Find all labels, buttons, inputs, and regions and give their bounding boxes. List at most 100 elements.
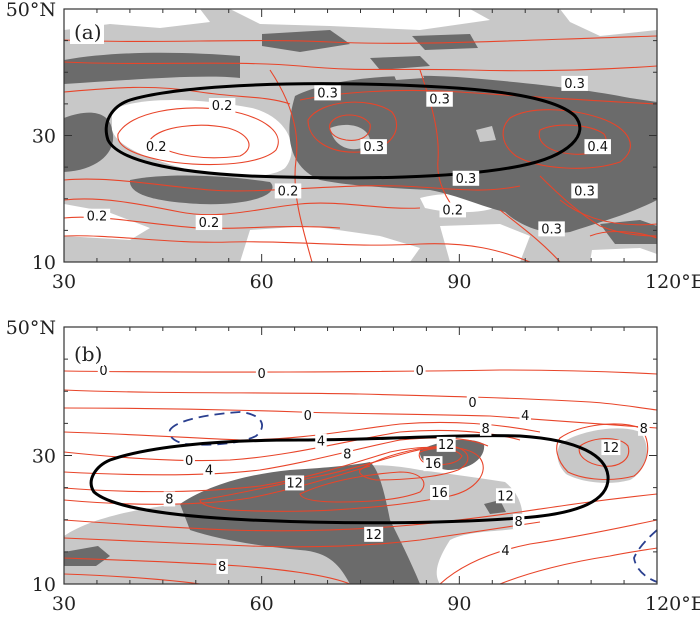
contour-label: 0.3 [456, 172, 477, 187]
contour-label: 0.3 [541, 222, 562, 237]
contour-label: 0 [99, 364, 107, 379]
contour-label: 0 [416, 364, 424, 379]
panel-b-blue-dashed-contours [168, 411, 657, 583]
panel-a-red-contours [64, 35, 657, 262]
contour-label: 0.4 [587, 140, 608, 155]
contour-label: 0 [185, 454, 193, 469]
x-tick-label: 120°E [645, 593, 700, 615]
panel-a-label-box [70, 18, 104, 44]
contour-label-bg [499, 542, 512, 558]
panel-b-label-box [70, 340, 104, 366]
y-tick-label: 10 [32, 252, 56, 274]
contour-label: 16 [425, 457, 442, 472]
panel-b-label: (b) [74, 342, 102, 366]
contour-label-bg [364, 526, 384, 542]
contour-label-bg [142, 139, 170, 155]
contour-label-bg [315, 433, 327, 449]
contour-label: 8 [165, 492, 173, 507]
contour-label-bg [466, 395, 479, 411]
x-tick-label: 60 [250, 271, 274, 293]
contour-label: 12 [603, 441, 620, 456]
contour-label-bg [561, 75, 588, 91]
contour-label-bg [479, 420, 492, 436]
y-tick-label: 50°N [6, 317, 56, 339]
contour-label-bg [83, 208, 111, 224]
contour-label: 8 [218, 560, 226, 575]
contour-label: 0.2 [278, 184, 299, 199]
contour-label: 0.2 [212, 99, 233, 114]
contour-label-bg [360, 139, 387, 155]
contour-label: 0.3 [363, 140, 384, 155]
contour-label-bg [341, 446, 354, 462]
contour-label: 0 [258, 367, 266, 382]
contour-label: 0.3 [429, 93, 450, 108]
x-tick-label: 60 [250, 593, 274, 615]
contour-label: 8 [343, 448, 351, 463]
contour-label: 12 [497, 489, 514, 504]
contour-label-bg [519, 407, 531, 423]
contour-label: 8 [482, 422, 490, 437]
x-tick-label: 30 [52, 593, 76, 615]
contour-label-bg [195, 215, 223, 231]
panel-a-light-holes [330, 68, 496, 150]
contour-label-bg [163, 491, 176, 507]
contour-label: 0 [304, 409, 312, 424]
contour-label: 8 [514, 515, 522, 530]
contour-label-bg [255, 366, 268, 382]
x-tick-label: 120°E [645, 271, 700, 293]
contour-label-bg [274, 183, 302, 199]
contour-label-bg [538, 221, 565, 237]
panel-b-red-contours [64, 369, 657, 584]
contour-label-bg [302, 407, 314, 423]
contour-label: 0.2 [199, 216, 220, 231]
contour-label: 4 [317, 435, 325, 450]
y-tick-label: 30 [32, 126, 56, 148]
x-tick-label: 90 [447, 593, 471, 615]
contour-label-bg [439, 202, 466, 218]
contour-label: 0.2 [442, 203, 463, 218]
contour-label-bg [216, 558, 228, 574]
contour-label-bg [436, 436, 456, 452]
contour-label-bg [423, 456, 443, 472]
contour-label-bg [584, 139, 611, 155]
contour-label-bg [512, 513, 525, 529]
contour-label: 0.3 [317, 86, 338, 101]
contour-label-bg [97, 362, 110, 378]
x-tick-label: 30 [52, 271, 76, 293]
contour-label: 0.3 [564, 77, 585, 92]
contour-label-bg [426, 91, 453, 107]
contour-label-bg [638, 420, 650, 436]
y-tick-label: 50°N [6, 0, 56, 21]
contour-label-bg [571, 183, 598, 199]
contour-label-bg [285, 475, 305, 491]
contour-label: 12 [365, 528, 382, 543]
contour-label-bg [203, 462, 215, 478]
panel-b-ellipse-outline [89, 434, 610, 525]
panel-a-dark-shading [64, 30, 657, 244]
contour-label: 4 [205, 464, 213, 479]
contour-label-bg [452, 170, 480, 186]
contour-label: 0.2 [87, 210, 108, 225]
contour-label-bg [183, 452, 195, 468]
contour-label: 8 [640, 422, 648, 437]
panel-a-label: (a) [74, 20, 102, 44]
contour-label: 16 [431, 486, 448, 501]
panel-a-ellipse-outline [104, 82, 582, 180]
contour-label-bg [601, 440, 621, 456]
contour-label: 0.3 [574, 184, 595, 199]
x-tick-label: 90 [447, 271, 471, 293]
contour-label-bg [414, 362, 426, 378]
contour-label: 0 [468, 396, 476, 411]
panel-a-contour-labels: 0.2 0.3 0.3 0.3 0.2 0.3 0.4 0.2 0.3 0.3 0.2 0.2 0.2 0… [83, 75, 611, 237]
contour-label-bg [208, 98, 236, 114]
panel-a: 0.2 0.3 0.3 0.3 0.2 0.3 0.4 0.2 0.3 0.3 0.2 0.2 0.2 0… [6, 0, 700, 293]
contour-label-bg [314, 85, 341, 101]
contour-label: 4 [501, 544, 509, 559]
contour-label: 4 [521, 409, 529, 424]
contour-label: 12 [286, 476, 303, 491]
contour-label-bg [495, 488, 515, 504]
